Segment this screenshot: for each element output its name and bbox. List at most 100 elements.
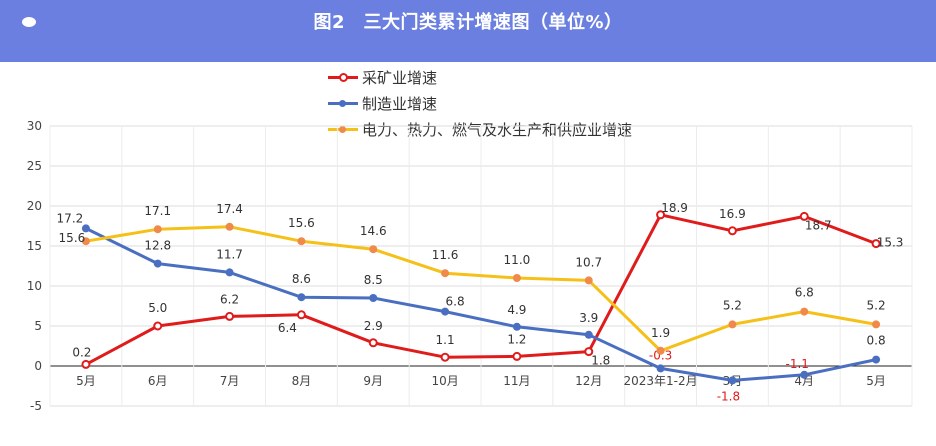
header-banner: 图2 三大门类累计增速图（单位%）: [0, 0, 936, 62]
data-label: 6.2: [220, 292, 239, 306]
data-label: 5.2: [867, 298, 886, 312]
data-label: 0.8: [867, 334, 886, 348]
data-label: -0.3: [649, 348, 672, 362]
data-label: 2.9: [364, 319, 383, 333]
data-point: [81, 224, 90, 233]
data-point: [727, 226, 737, 236]
data-point: [369, 294, 378, 302]
x-tick-label: 10月: [431, 374, 458, 388]
data-label: 0.2: [72, 345, 91, 359]
y-tick-label: 0: [34, 359, 42, 373]
data-point: [728, 376, 737, 385]
legend-label-mining: 采矿业增速: [362, 68, 438, 87]
data-point: [369, 245, 378, 254]
data-label: 14.6: [360, 224, 387, 238]
data-label: 15.6: [59, 231, 86, 245]
data-point: [799, 211, 809, 221]
data-point: [584, 347, 594, 357]
series-line-0: [85, 213, 877, 366]
y-tick-label: 10: [27, 279, 42, 293]
legend-label-manufacturing: 制造业增速: [362, 94, 438, 113]
data-label: 10.7: [575, 255, 602, 269]
data-point: [871, 239, 881, 249]
data-point: [872, 355, 881, 364]
data-point: [800, 370, 809, 379]
data-label: 1.1: [436, 333, 455, 347]
y-tick-label: 30: [27, 119, 42, 133]
data-label: 1.8: [591, 354, 610, 368]
data-point: [225, 222, 234, 231]
data-label: 18.7: [805, 218, 832, 232]
data-label: 12.8: [144, 239, 171, 253]
legend-item-mining[interactable]: 采矿业增速: [328, 64, 632, 90]
legend-swatch-manufacturing-icon: [328, 96, 358, 110]
y-tick-label: 5: [34, 319, 42, 333]
data-point: [512, 351, 522, 361]
data-label: 11.0: [504, 253, 531, 267]
data-label: 15.6: [288, 216, 315, 230]
y-tick-label: -5: [30, 399, 42, 413]
data-point: [872, 320, 881, 329]
data-point: [440, 352, 450, 362]
chart-legend: 采矿业增速 制造业增速 电力、热力、燃气及水生产和供应业增速: [328, 64, 632, 142]
data-point: [728, 320, 737, 329]
data-point: [656, 346, 665, 355]
data-point: [368, 338, 378, 348]
data-label: 3.9: [579, 311, 598, 325]
y-tick-label: 25: [27, 159, 42, 173]
data-point: [441, 307, 450, 316]
legend-swatch-utilities-icon: [328, 122, 358, 136]
data-point: [225, 311, 235, 321]
x-tick-label: 12月: [575, 374, 602, 388]
chart-title: 图2 三大门类累计增速图（单位%）: [313, 12, 623, 33]
data-label: 17.4: [216, 202, 243, 216]
data-point: [297, 293, 306, 302]
legend-swatch-mining-icon: [328, 70, 358, 84]
series-line-2: [85, 225, 877, 353]
data-point: [225, 268, 234, 277]
x-tick-label: 6月: [148, 374, 168, 388]
x-tick-label: 4月: [794, 374, 814, 388]
data-point: [81, 237, 90, 246]
data-point: [153, 259, 162, 268]
data-label: 6.4: [278, 321, 297, 335]
data-point: [584, 276, 593, 285]
data-label: 17.1: [144, 204, 171, 218]
data-point: [296, 310, 306, 320]
x-tick-label: 8月: [292, 374, 312, 388]
legend-label-utilities: 电力、热力、燃气及水生产和供应业增速: [362, 120, 633, 139]
data-label: 4.9: [507, 303, 526, 317]
data-point: [153, 321, 163, 331]
data-label: 1.9: [651, 326, 670, 340]
data-label: 11.7: [216, 247, 243, 261]
data-label: 8.5: [364, 273, 383, 287]
decorative-dot-icon: [22, 17, 36, 27]
legend-item-utilities[interactable]: 电力、热力、燃气及水生产和供应业增速: [328, 116, 632, 142]
y-tick-label: 20: [27, 199, 42, 213]
data-label: 5.2: [723, 298, 742, 312]
data-label: 16.9: [719, 207, 746, 221]
x-tick-label: 7月: [220, 374, 240, 388]
data-point: [584, 330, 593, 339]
legend-item-manufacturing[interactable]: 制造业增速: [328, 90, 632, 116]
data-label: -1.1: [786, 357, 809, 371]
data-label: 11.6: [432, 248, 459, 262]
data-label: 6.8: [446, 295, 465, 309]
x-tick-label: 9月: [363, 374, 383, 388]
data-label: -1.8: [717, 389, 740, 403]
data-point: [656, 364, 665, 373]
data-label: 18.9: [661, 201, 688, 215]
data-point: [800, 307, 809, 316]
data-point: [512, 274, 521, 282]
data-label: 5.0: [148, 301, 167, 315]
data-label: 8.6: [292, 272, 311, 286]
data-point: [441, 269, 450, 278]
data-point: [153, 225, 162, 234]
y-tick-label: 15: [27, 239, 42, 253]
data-point: [297, 237, 306, 246]
data-label: 6.8: [795, 286, 814, 300]
x-tick-label: 5月: [76, 374, 96, 388]
data-label: 15.3: [877, 236, 904, 250]
series-line-1: [85, 227, 877, 382]
